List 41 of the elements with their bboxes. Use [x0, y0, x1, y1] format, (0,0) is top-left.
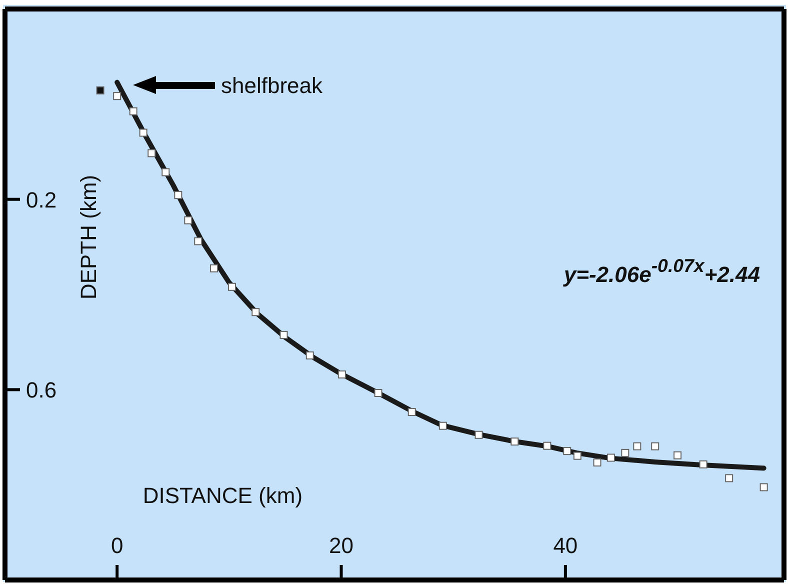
point: [573, 452, 582, 460]
point: [593, 458, 602, 466]
point: [184, 216, 192, 224]
point: [563, 447, 572, 456]
point: [674, 451, 682, 460]
point: [113, 92, 122, 100]
point: [725, 474, 734, 482]
point: [174, 191, 182, 200]
y-tick-label: 0.6: [26, 378, 57, 403]
annotation: y=-2.06e$^{-0.07x}$+2.44: [562, 254, 760, 287]
point: [699, 460, 708, 468]
point: [129, 107, 138, 116]
point: [338, 370, 346, 378]
point: [228, 282, 236, 291]
point: [438, 422, 447, 430]
x-axis-title: DISTANCE (km): [142, 483, 303, 508]
point: [96, 86, 104, 94]
point: [408, 408, 416, 416]
point: [139, 128, 148, 137]
point: [606, 454, 615, 462]
point: [162, 168, 170, 176]
point: [210, 264, 218, 272]
x-tick-label: 40: [553, 533, 578, 558]
point: [306, 351, 314, 360]
annotation: shelfbreak: [221, 73, 324, 98]
y-axis-title: DEPTH (km): [76, 174, 101, 300]
point: [543, 442, 552, 450]
point: [474, 430, 483, 439]
x-tick-label: 20: [329, 533, 354, 558]
point: [510, 438, 519, 446]
point: [280, 330, 288, 339]
point: [148, 149, 156, 158]
point: [621, 448, 630, 457]
point: [633, 442, 642, 450]
point: [651, 442, 660, 450]
point: [252, 308, 260, 316]
point: [374, 388, 382, 397]
point: [194, 237, 202, 246]
x-tick-label: 0: [110, 533, 124, 558]
y-tick-label: 0.2: [26, 187, 57, 212]
point: [760, 483, 768, 492]
